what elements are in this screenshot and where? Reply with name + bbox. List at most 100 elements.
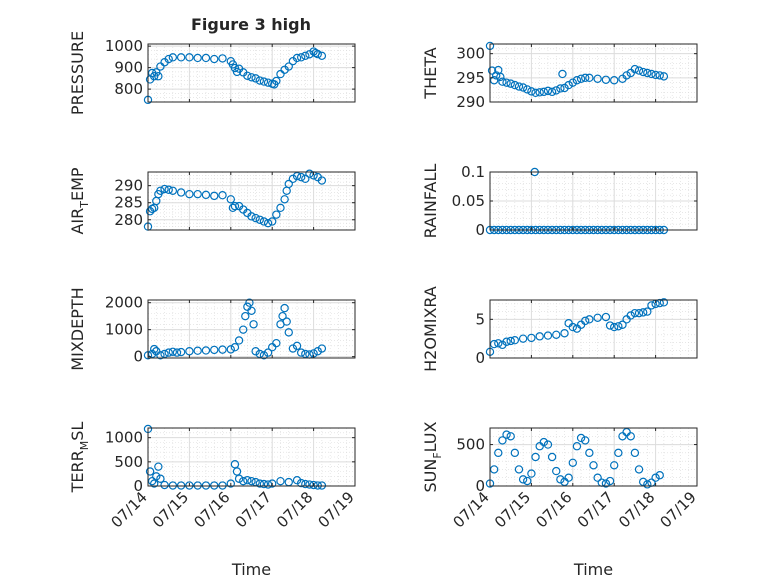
data-point — [496, 72, 505, 82]
data-point — [531, 88, 540, 98]
data-point — [556, 475, 565, 484]
y-tick-label: 0.05 — [452, 192, 485, 210]
y-tick-label: 0 — [475, 349, 485, 367]
data-point — [150, 344, 159, 354]
data-point — [634, 66, 644, 75]
data-point — [226, 195, 235, 204]
data-point — [247, 73, 256, 82]
data-point — [638, 308, 648, 317]
data-point — [659, 72, 669, 81]
data-point — [655, 298, 664, 308]
data-point — [160, 480, 169, 490]
data-point — [284, 328, 293, 337]
data-point — [518, 475, 528, 484]
data-point — [259, 351, 269, 360]
data-point — [185, 53, 194, 62]
data-point — [309, 480, 318, 490]
data-point — [168, 186, 178, 195]
data-point — [268, 217, 277, 226]
data-point — [535, 332, 544, 341]
data-point — [305, 169, 314, 178]
data-point — [568, 322, 578, 332]
data-point — [626, 311, 635, 320]
y-tick-label: 1000 — [105, 37, 143, 55]
y-tick-label: 900 — [114, 59, 143, 77]
data-point — [156, 474, 165, 483]
data-point — [259, 217, 269, 226]
data-point — [280, 195, 289, 204]
data-point — [164, 185, 173, 194]
data-point — [176, 347, 186, 357]
axes-frame — [147, 171, 356, 231]
data-point — [239, 476, 248, 486]
data-point — [581, 73, 590, 83]
data-point — [651, 70, 660, 80]
data-point — [241, 311, 250, 321]
axes-frame — [489, 43, 698, 103]
data-point — [601, 479, 611, 488]
data-point — [614, 448, 623, 458]
data-point — [510, 80, 520, 90]
data-point — [255, 215, 264, 224]
y-tick-label: 290 — [114, 177, 143, 195]
data-point — [292, 341, 302, 351]
data-point — [280, 303, 289, 313]
y-tick-label: 290 — [456, 93, 485, 111]
data-point — [263, 78, 273, 87]
data-point — [502, 430, 511, 439]
data-point — [585, 448, 594, 458]
data-point — [176, 188, 186, 197]
data-point — [494, 339, 503, 348]
data-point — [543, 331, 553, 340]
data-point — [218, 54, 227, 63]
data-point — [601, 312, 611, 322]
data-point — [218, 345, 227, 354]
subplot-1: 800 900 1000 PRESSURE — [68, 31, 356, 115]
data-point — [249, 320, 258, 329]
y-tick-label: 0 — [133, 477, 143, 495]
data-point — [296, 172, 306, 182]
data-point — [605, 476, 615, 486]
data-point — [218, 190, 227, 200]
y-tick-label: 285 — [114, 194, 143, 212]
data-point — [230, 201, 240, 211]
data-point — [531, 452, 540, 462]
data-point — [556, 84, 565, 93]
data-point — [313, 49, 322, 59]
data-point — [305, 480, 314, 489]
data-point — [301, 479, 310, 489]
data-point — [610, 322, 619, 332]
axes-frame — [147, 427, 356, 487]
data-point — [638, 477, 648, 487]
y-tick-label: 0 — [475, 221, 485, 239]
y-tick-label: 300 — [456, 45, 485, 63]
data-point — [651, 473, 660, 482]
axes-frame — [489, 427, 698, 487]
data-point — [226, 345, 235, 354]
plot-area — [490, 300, 697, 358]
data-point — [201, 346, 211, 355]
data-point — [581, 436, 590, 445]
data-point — [514, 465, 524, 474]
data-point — [506, 79, 515, 88]
data-point — [618, 320, 627, 329]
data-point — [643, 307, 652, 316]
data-point — [247, 212, 256, 221]
data-point — [301, 174, 310, 184]
y-axis-label: THETA — [421, 47, 440, 99]
data-point — [560, 329, 569, 338]
data-point — [168, 347, 178, 356]
data-point — [164, 348, 173, 357]
data-point — [251, 74, 260, 83]
data-point — [647, 301, 656, 310]
data-point — [543, 86, 553, 96]
y-axis-label: TERRMSL — [68, 422, 91, 494]
data-point — [552, 330, 561, 339]
data-point — [234, 336, 244, 345]
data-point — [558, 69, 567, 79]
data-point — [272, 338, 281, 348]
data-point — [154, 462, 163, 471]
data-point — [593, 473, 602, 482]
y-tick-label: 1000 — [105, 429, 143, 447]
